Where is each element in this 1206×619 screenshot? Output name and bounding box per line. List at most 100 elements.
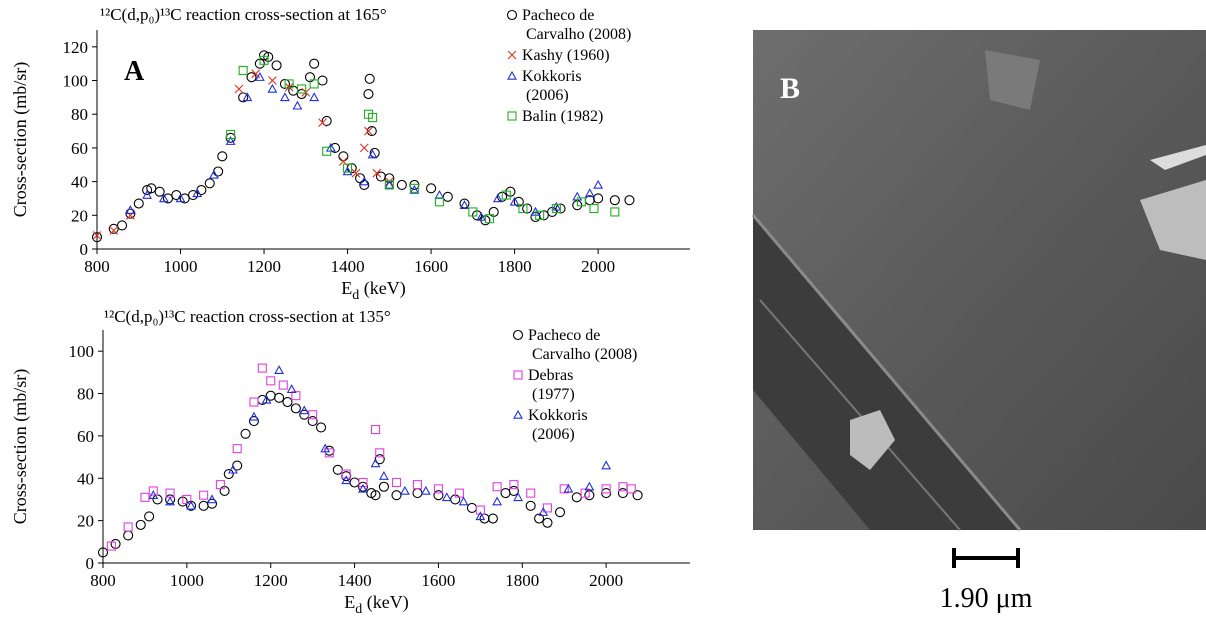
marker	[309, 92, 320, 102]
marker	[358, 477, 368, 488]
marker	[148, 486, 158, 496]
legend-marker	[513, 370, 523, 380]
marker	[208, 169, 219, 179]
marker	[126, 210, 135, 220]
marker	[584, 481, 595, 491]
marker	[518, 204, 528, 214]
marker	[454, 488, 464, 498]
marker	[370, 490, 381, 501]
marker	[249, 397, 259, 407]
marker	[458, 496, 469, 506]
marker	[535, 210, 545, 220]
marker	[434, 197, 444, 207]
marker	[271, 60, 282, 71]
marker	[370, 458, 381, 468]
marker	[297, 84, 307, 94]
marker	[513, 492, 524, 502]
marker	[261, 394, 272, 404]
marker	[254, 72, 265, 81]
marker	[338, 151, 349, 162]
marker	[559, 484, 569, 494]
y-tick-label: 20	[77, 512, 94, 531]
legend-label: Kokkoris (2006)	[528, 407, 588, 443]
marker	[580, 488, 590, 498]
panel-label: B	[780, 72, 800, 105]
marker	[526, 488, 536, 498]
marker	[370, 425, 381, 435]
marker	[207, 494, 217, 504]
marker	[320, 443, 331, 453]
marker	[420, 485, 431, 495]
marker	[459, 200, 470, 209]
marker	[278, 380, 288, 390]
series	[92, 69, 394, 240]
marker	[351, 168, 361, 178]
marker	[292, 100, 303, 110]
y-axis-label: Cross-section (mb/sr)	[10, 62, 31, 217]
marker	[412, 480, 423, 490]
marker	[123, 522, 133, 532]
marker	[213, 166, 224, 177]
marker	[318, 118, 327, 128]
marker	[367, 149, 378, 159]
x-axis-label: Ed (keV)	[344, 592, 408, 617]
y-tick-label: 60	[77, 427, 94, 446]
marker	[268, 76, 277, 85]
marker	[321, 115, 332, 127]
x-tick-label: 1000	[170, 571, 204, 590]
marker	[391, 490, 402, 501]
marker	[441, 492, 452, 502]
marker	[551, 201, 562, 211]
marker	[192, 188, 203, 198]
marker	[341, 469, 351, 479]
marker	[359, 143, 369, 153]
legend-label: Kokkoris (2006)	[522, 68, 582, 104]
marker	[609, 195, 620, 206]
marker	[232, 444, 242, 454]
y-tick-label: 40	[71, 173, 88, 192]
marker	[542, 517, 553, 528]
marker	[204, 178, 215, 189]
legend-marker	[507, 70, 517, 80]
marker	[349, 477, 360, 488]
marker	[626, 484, 636, 494]
marker	[240, 428, 251, 439]
chart: 0 20 40 60 80 100 120 800 1000 1200 1400 1600 1800 20…	[10, 5, 690, 303]
marker	[501, 190, 511, 200]
marker	[91, 232, 103, 243]
marker	[274, 365, 285, 374]
marker	[484, 214, 495, 224]
marker	[225, 136, 236, 145]
marker	[384, 180, 394, 190]
marker	[186, 500, 196, 510]
chart-title: ¹²C(d,p₀)¹³C reaction cross-section at 1…	[100, 5, 387, 24]
marker	[342, 166, 353, 176]
chart-title: ¹²C(d,p₀)¹³C reaction cross-section at 1…	[104, 307, 391, 326]
marker	[426, 183, 437, 194]
marker	[97, 547, 109, 558]
marker	[290, 403, 301, 414]
y-tick-label: 0	[86, 554, 95, 573]
marker	[199, 490, 209, 500]
marker	[601, 484, 611, 494]
marker	[366, 126, 377, 137]
marker	[282, 396, 293, 408]
y-tick-label: 80	[71, 105, 88, 124]
x-tick-label: 2000	[581, 257, 615, 276]
marker	[372, 168, 382, 178]
y-tick-label: 80	[77, 385, 94, 404]
marker	[624, 195, 635, 206]
marker	[500, 488, 511, 499]
marker	[476, 211, 487, 221]
marker	[617, 488, 628, 499]
marker	[286, 384, 297, 394]
marker	[363, 88, 374, 100]
marker	[359, 176, 370, 186]
marker	[509, 196, 520, 206]
marker	[267, 83, 278, 93]
marker	[217, 151, 228, 162]
marker	[284, 79, 294, 89]
marker	[610, 207, 620, 217]
marker	[563, 483, 574, 493]
marker	[234, 84, 244, 94]
